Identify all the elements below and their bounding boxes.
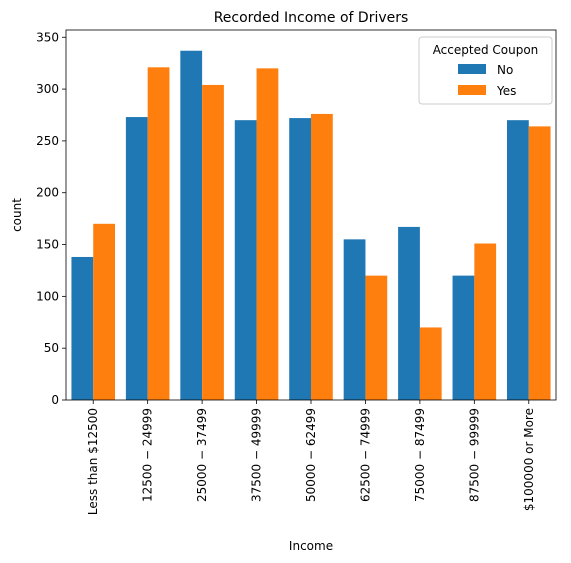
bar-no-8 xyxy=(507,120,529,401)
y-tick-label: 100 xyxy=(36,289,59,303)
bar-no-2 xyxy=(180,50,203,400)
bar-yes-6 xyxy=(419,327,442,400)
legend-title: Accepted Coupon xyxy=(433,43,539,57)
bar-yes-4 xyxy=(311,113,333,400)
bar-yes-3 xyxy=(256,68,279,400)
y-axis-label: count xyxy=(10,198,24,232)
bars-group xyxy=(71,50,551,401)
bar-no-7 xyxy=(452,275,475,400)
bar-no-4 xyxy=(289,118,311,400)
y-tick-label: 350 xyxy=(36,30,59,44)
bar-no-6 xyxy=(398,226,420,400)
x-tick-label: 87500 − 99999 xyxy=(467,408,481,502)
x-tick-label: $100000 or More xyxy=(522,408,536,511)
x-axis-ticks: Less than $12500 12500 − 24999 25000 − 374… xyxy=(86,400,536,515)
bar-yes-8 xyxy=(528,126,551,401)
legend-label-no: No xyxy=(497,63,513,77)
legend-swatch-no xyxy=(458,64,486,74)
chart-title: Recorded Income of Drivers xyxy=(214,10,409,26)
bar-yes-0 xyxy=(93,223,115,400)
bar-no-5 xyxy=(343,239,366,400)
legend: Accepted Coupon No Yes xyxy=(418,36,553,105)
y-tick-label: 0 xyxy=(51,393,59,407)
x-tick-label: 37500 − 49999 xyxy=(250,408,264,502)
x-tick-label: 50000 − 62499 xyxy=(304,408,318,502)
y-axis-ticks: 0 50 100 150 200 250 300 350 xyxy=(36,30,66,407)
x-tick-label: 75000 − 87499 xyxy=(413,408,427,502)
y-tick-label: 200 xyxy=(36,186,59,200)
x-tick-label: 25000 − 37499 xyxy=(195,408,209,502)
bar-no-3 xyxy=(234,120,257,401)
plot-frame xyxy=(65,29,557,401)
bar-no-1 xyxy=(125,117,148,400)
bar-yes-2 xyxy=(202,84,224,401)
legend-label-yes: Yes xyxy=(496,84,516,98)
x-tick-label: 12500 − 24999 xyxy=(141,408,155,502)
x-axis-label: Income xyxy=(289,539,333,553)
bar-yes-7 xyxy=(474,243,497,400)
y-tick-label: 300 xyxy=(36,82,59,96)
legend-swatch-yes xyxy=(458,85,486,95)
bar-yes-1 xyxy=(147,67,170,401)
y-tick-label: 250 xyxy=(36,134,59,148)
bar-no-0 xyxy=(71,256,94,400)
y-tick-label: 50 xyxy=(44,341,59,355)
x-tick-label: 62500 − 74999 xyxy=(358,408,372,502)
y-tick-label: 150 xyxy=(36,238,59,252)
x-tick-label: Less than $12500 xyxy=(86,408,100,515)
bar-yes-5 xyxy=(365,275,388,400)
